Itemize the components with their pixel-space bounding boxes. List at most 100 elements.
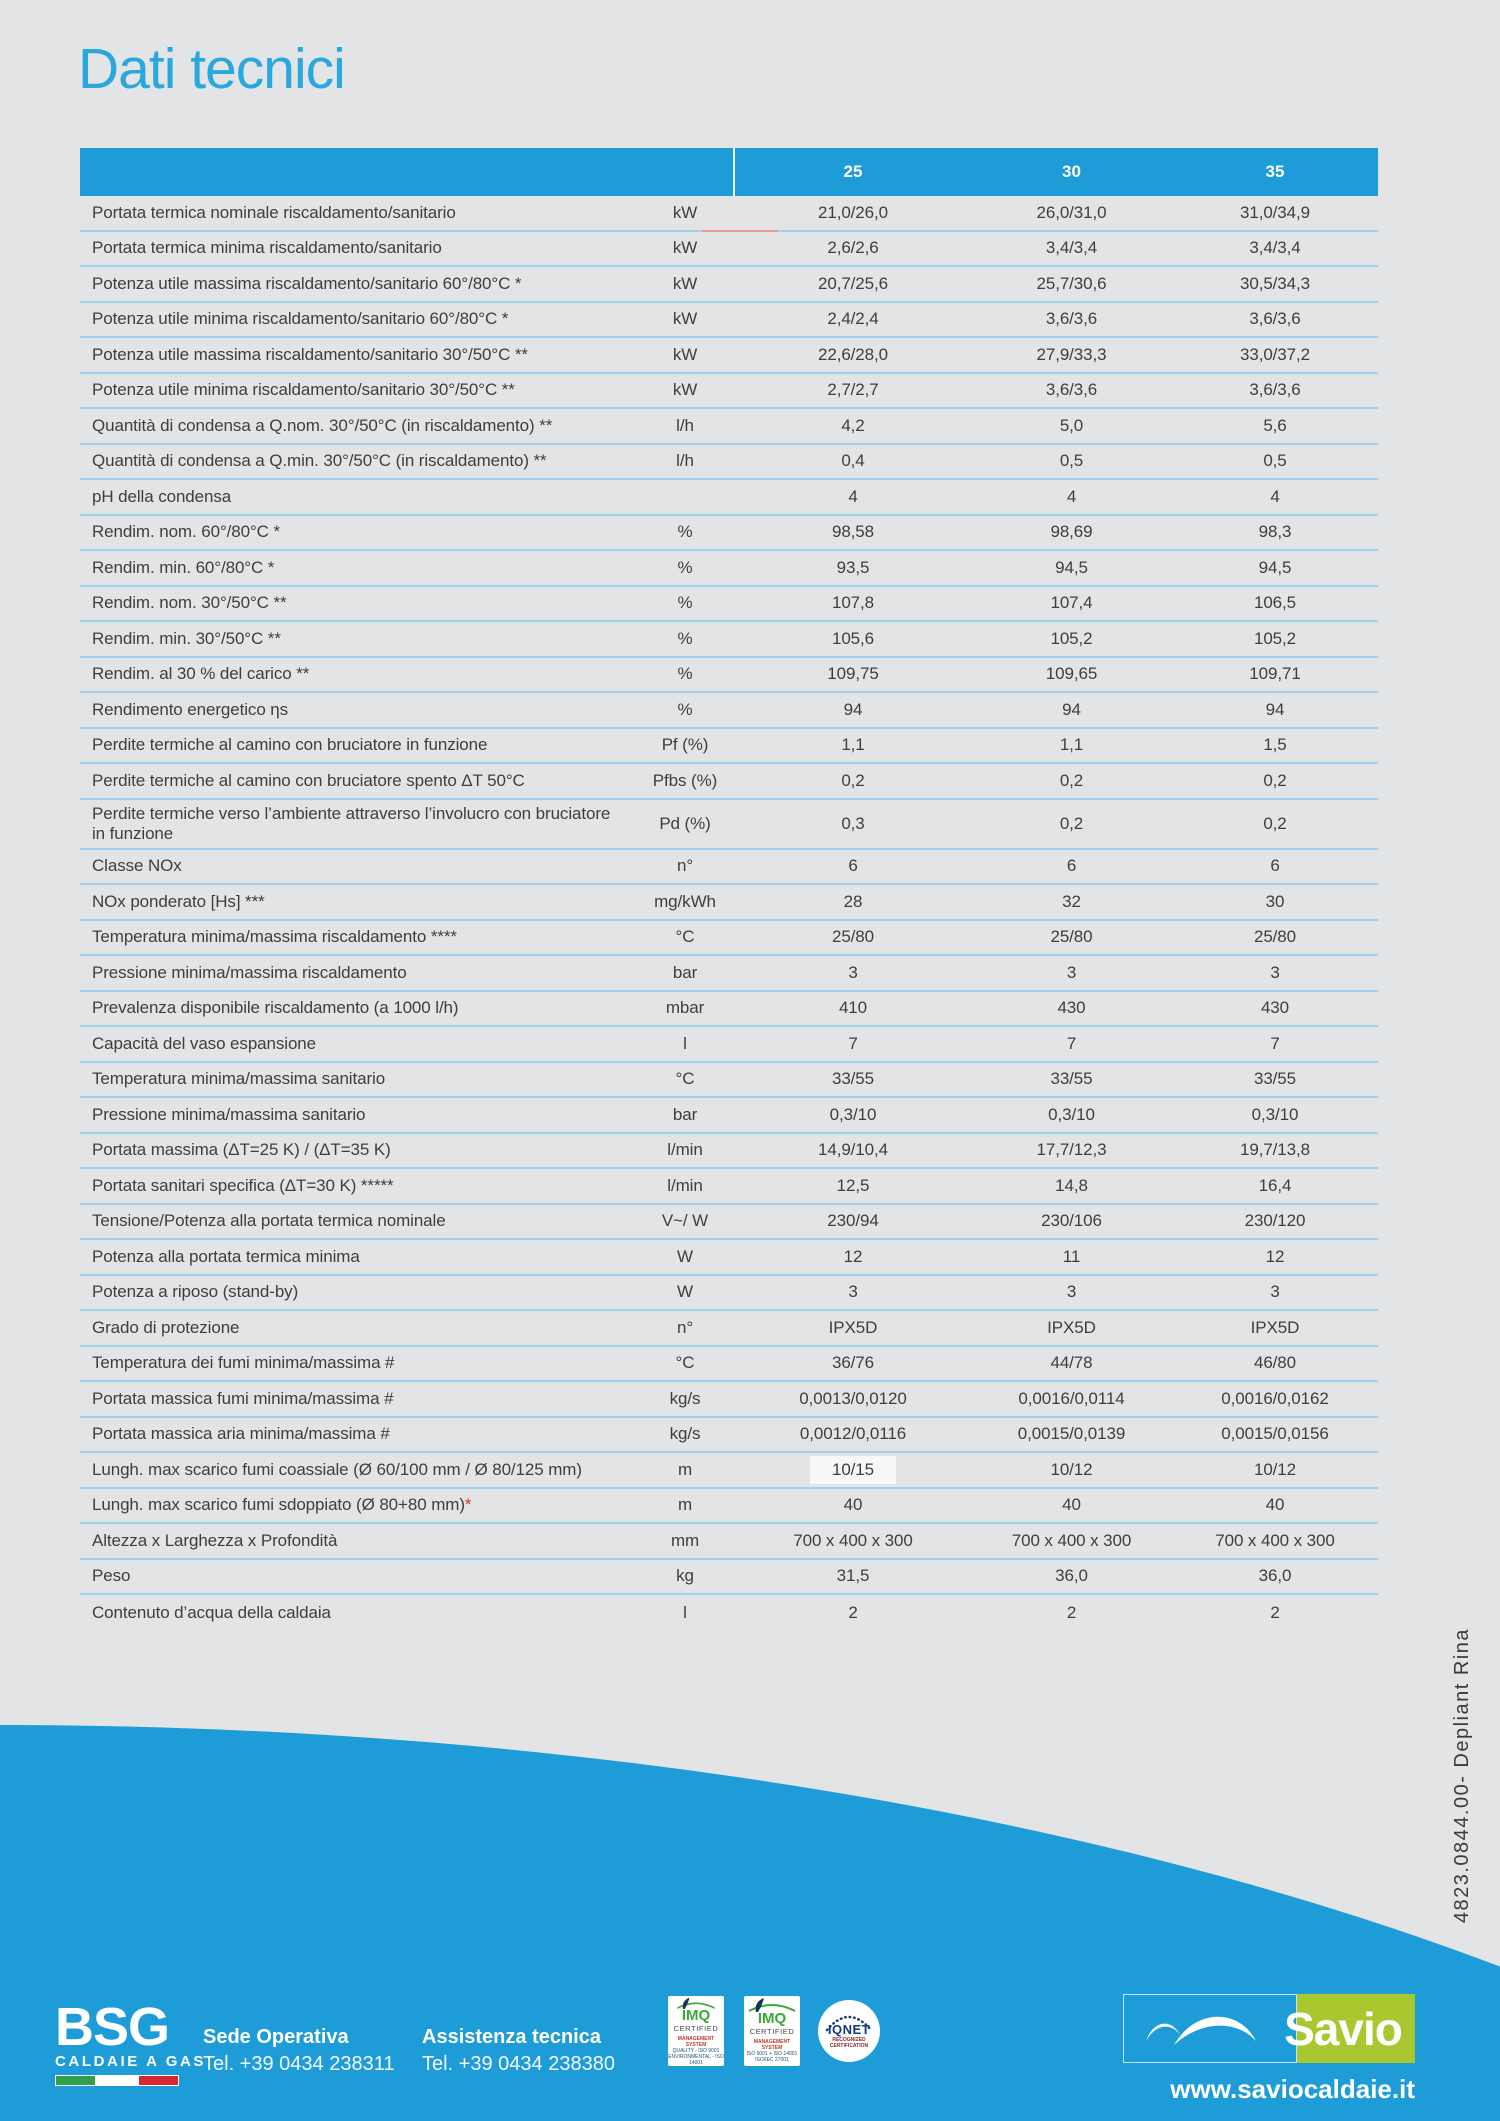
- row-value-35: 105,2: [1253, 628, 1297, 648]
- row-value-35: 33/55: [1253, 1069, 1297, 1089]
- row-value-25: 21,0/26,0: [818, 202, 888, 222]
- row-value-25: 33/55: [831, 1069, 875, 1089]
- table-row: Quantità di condensa a Q.min. 30°/50°C (…: [80, 445, 1378, 480]
- row-unit: l/min: [667, 1140, 703, 1160]
- row-label: Perdite termiche al camino con bruciator…: [92, 735, 488, 755]
- row-value-25: IPX5D: [828, 1317, 878, 1337]
- table-row: Lungh. max scarico fumi coassiale (Ø 60/…: [80, 1453, 1378, 1489]
- table-header-spacer: [80, 148, 735, 196]
- row-value-25: 2,6/2,6: [827, 238, 879, 258]
- row-value-25: 28: [843, 891, 863, 911]
- row-label: Rendim. min. 30°/50°C **: [92, 628, 281, 648]
- table-row: Classe NOx n° 6 6 6: [80, 850, 1378, 885]
- row-unit: V~/ W: [661, 1211, 709, 1231]
- row-label: Quantità di condensa a Q.min. 30°/50°C (…: [92, 451, 547, 471]
- row-value-25: 20,7/25,6: [818, 273, 888, 293]
- row-label: Portata massica fumi minima/massima #: [92, 1388, 394, 1408]
- row-value-35: 16,4: [1258, 1175, 1292, 1195]
- row-unit: l: [683, 1602, 687, 1622]
- row-unit: %: [677, 664, 693, 684]
- row-value-35: 0,0015/0,0156: [1221, 1424, 1329, 1444]
- row-label: Lungh. max scarico fumi sdoppiato (Ø 80+…: [92, 1495, 472, 1515]
- row-value-35: 36,0: [1258, 1566, 1292, 1586]
- table-row: Portata sanitari specifica (ΔT=30 K) ***…: [80, 1169, 1378, 1205]
- row-value-30: 3: [1066, 962, 1077, 982]
- row-unit: °C: [675, 1069, 695, 1089]
- row-value-30: 25,7/30,6: [1036, 273, 1107, 293]
- row-value-25: 4: [848, 486, 858, 506]
- row-unit: %: [677, 699, 693, 719]
- table-row: Prevalenza disponibile riscaldamento (a …: [80, 992, 1378, 1027]
- table-row: Potenza utile massima riscaldamento/sani…: [80, 338, 1378, 374]
- imq-line1: MANAGEMENT SYSTEM: [753, 2039, 791, 2051]
- table-body: Portata termica nominale riscaldamento/s…: [80, 196, 1378, 1631]
- row-value-35: 5,6: [1263, 415, 1287, 435]
- savio-logo: Savio: [1123, 1994, 1415, 2063]
- imq-line1: MANAGEMENT SYSTEM: [677, 2036, 715, 2048]
- row-value-30: IPX5D: [1047, 1317, 1096, 1337]
- row-unit: kW: [672, 380, 698, 400]
- row-value-35: IPX5D: [1250, 1317, 1300, 1337]
- table-row: Potenza utile minima riscaldamento/sanit…: [80, 303, 1378, 338]
- row-value-35: 3,6/3,6: [1249, 309, 1301, 329]
- row-label: Rendim. al 30 % del carico **: [92, 664, 310, 684]
- iqnet-line1: RECOGNIZED: [832, 2036, 866, 2043]
- row-label: Lungh. max scarico fumi coassiale (Ø 60/…: [92, 1459, 582, 1479]
- row-value-30: 105,2: [1050, 628, 1093, 648]
- row-value-35: 98,3: [1258, 522, 1292, 542]
- row-label: Altezza x Larghezza x Profondità: [92, 1530, 338, 1550]
- row-value-35: 40: [1265, 1495, 1285, 1515]
- row-value-30: 25/80: [1050, 927, 1093, 947]
- bsg-logo-subtitle: CALDAIE A GAS: [55, 2053, 207, 2070]
- table-row: Grado di protezione n° IPX5D IPX5D IPX5D: [80, 1311, 1378, 1347]
- row-unit: mg/kWh: [654, 891, 716, 911]
- row-label: Rendim. nom. 60°/80°C *: [92, 522, 280, 542]
- table-row: Portata termica minima riscaldamento/san…: [80, 232, 1378, 267]
- row-label: pH della condensa: [92, 486, 232, 506]
- imq-leaf-icon: [748, 1998, 796, 2012]
- row-value-25: 10/15: [735, 1455, 971, 1484]
- row-value-35: 3,4/3,4: [1249, 238, 1301, 258]
- imq-certified-text: CERTIFIED: [673, 2024, 719, 2033]
- row-label: Peso: [92, 1566, 131, 1586]
- row-value-25: 0,4: [841, 451, 865, 471]
- contact-sede-operativa: Sede Operativa Tel. +39 0434 238311: [203, 2024, 394, 2078]
- table-row: Potenza alla portata termica minima W 12…: [80, 1240, 1378, 1276]
- contact-phone: Tel. +39 0434 238311: [203, 2053, 395, 2075]
- contact-title: Assistenza tecnica: [422, 2026, 601, 2048]
- table-row: Peso kg 31,5 36,0 36,0: [80, 1560, 1378, 1595]
- iqnet-dotted-arc-icon: [825, 2015, 873, 2032]
- row-value-25: 4,2: [841, 415, 865, 435]
- column-header-25: 25: [843, 162, 863, 181]
- row-label: Temperatura dei fumi minima/massima #: [92, 1353, 395, 1373]
- row-value-30: 98,69: [1050, 522, 1093, 542]
- row-value-35: 3: [1270, 962, 1280, 982]
- table-row: Rendim. nom. 30°/50°C ** % 107,8 107,4 1…: [80, 587, 1378, 622]
- row-label: Contenuto d’acqua della caldaia: [92, 1602, 331, 1622]
- row-label: Perdite termiche verso l’ambiente attrav…: [92, 803, 611, 843]
- savio-brand-text: Savio: [1284, 2002, 1403, 2055]
- imq-certified-badge-1: IMQ CERTIFIED MANAGEMENT SYSTEM QUALITY …: [668, 1996, 724, 2066]
- page-title: Dati tecnici: [78, 37, 346, 101]
- row-value-30: 2: [1066, 1602, 1077, 1622]
- row-value-25: 25/80: [831, 927, 875, 947]
- table-row: Tensione/Potenza alla portata termica no…: [80, 1205, 1378, 1240]
- row-value-25: 2,4/2,4: [827, 309, 879, 329]
- row-value-35: 0,5: [1263, 451, 1287, 471]
- row-unit: kg: [676, 1566, 694, 1586]
- row-unit: kg/s: [669, 1424, 701, 1444]
- row-value-25: 36/76: [831, 1353, 875, 1373]
- row-label: Rendim. nom. 30°/50°C **: [92, 593, 287, 613]
- table-row: pH della condensa 4 4 4: [80, 480, 1378, 516]
- iqnet-brand-text: IQNET: [827, 2021, 871, 2037]
- row-value-25: 31,5: [836, 1566, 870, 1586]
- savio-logo-symbol-box: [1123, 1994, 1297, 2063]
- row-value-25: 93,5: [836, 557, 870, 577]
- row-unit: °C: [675, 1353, 695, 1373]
- row-unit: %: [677, 628, 693, 648]
- table-row: NOx ponderato [Hs] *** mg/kWh 28 32 30: [80, 885, 1378, 921]
- row-value-35: 106,5: [1253, 593, 1297, 613]
- row-value-35: 0,3/10: [1251, 1104, 1299, 1124]
- row-unit: kW: [672, 202, 698, 222]
- table-row: Potenza utile massima riscaldamento/sani…: [80, 267, 1378, 303]
